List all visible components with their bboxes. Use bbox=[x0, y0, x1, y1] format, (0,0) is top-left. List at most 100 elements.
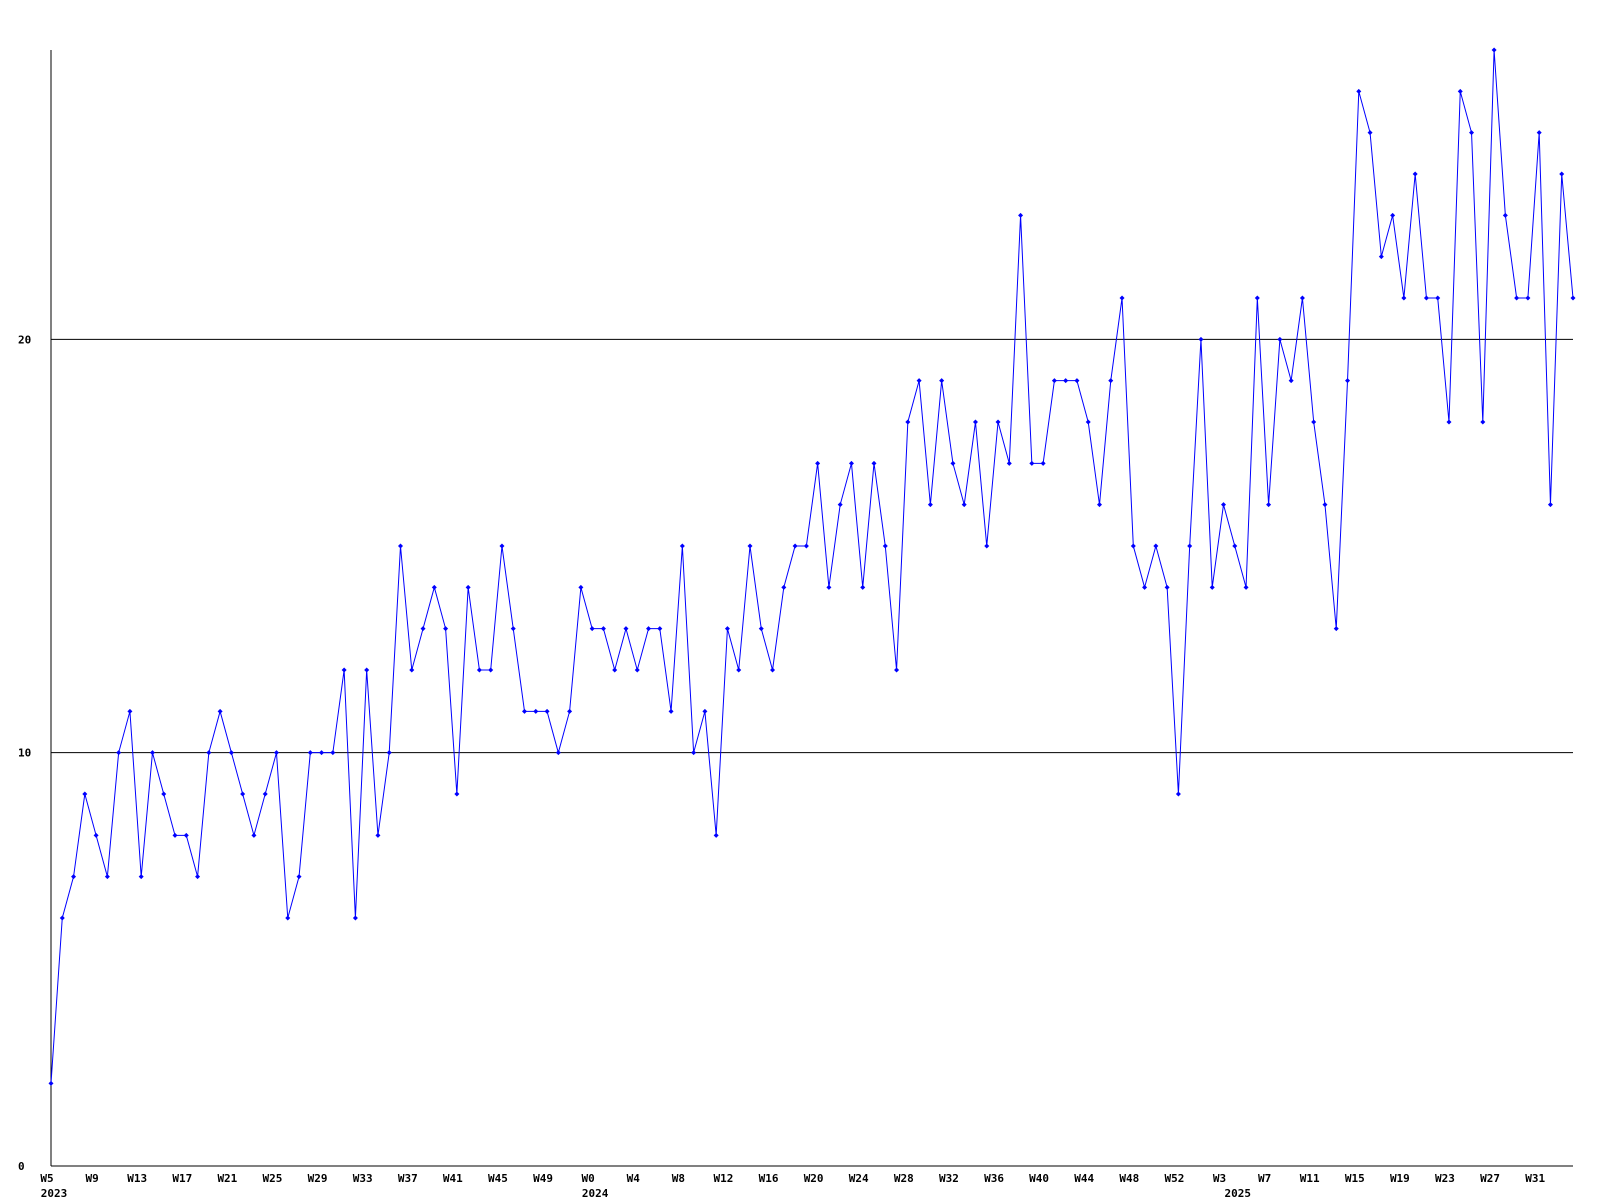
x-tick-label: W48 bbox=[1119, 1172, 1139, 1185]
data-point bbox=[330, 750, 336, 756]
data-point bbox=[803, 543, 809, 549]
data-point bbox=[397, 543, 403, 549]
data-point bbox=[1277, 336, 1283, 342]
data-point bbox=[206, 750, 212, 756]
data-point bbox=[1164, 584, 1170, 590]
data-point bbox=[454, 791, 460, 797]
data-point bbox=[1559, 171, 1565, 177]
data-point bbox=[273, 750, 279, 756]
data-point bbox=[1018, 212, 1024, 218]
data-point bbox=[161, 791, 167, 797]
x-tick-label: W19 bbox=[1390, 1172, 1410, 1185]
data-point bbox=[1401, 295, 1407, 301]
data-point bbox=[1288, 378, 1294, 384]
x-tick-label: W52 bbox=[1164, 1172, 1184, 1185]
data-point bbox=[386, 750, 392, 756]
data-point bbox=[555, 750, 561, 756]
x-tick-label: W31 bbox=[1525, 1172, 1545, 1185]
data-point bbox=[612, 667, 618, 673]
data-point bbox=[916, 378, 922, 384]
x-tick-label: W9 bbox=[85, 1172, 98, 1185]
data-point bbox=[1525, 295, 1531, 301]
data-point bbox=[48, 1080, 54, 1086]
data-point bbox=[1130, 543, 1136, 549]
data-point bbox=[240, 791, 246, 797]
data-point bbox=[1198, 336, 1204, 342]
data-point bbox=[1232, 543, 1238, 549]
data-point bbox=[634, 667, 640, 673]
data-point bbox=[668, 708, 674, 714]
data-point bbox=[1480, 419, 1486, 425]
data-point bbox=[172, 832, 178, 838]
x-tick-label: W44 bbox=[1074, 1172, 1094, 1185]
data-point bbox=[984, 543, 990, 549]
data-point bbox=[1322, 502, 1328, 508]
x-tick-label: W7 bbox=[1258, 1172, 1271, 1185]
data-point bbox=[1142, 584, 1148, 590]
data-point bbox=[1570, 295, 1576, 301]
data-point bbox=[1209, 584, 1215, 590]
data-point bbox=[826, 584, 832, 590]
data-point bbox=[352, 915, 358, 921]
data-point bbox=[93, 832, 99, 838]
data-point bbox=[1536, 130, 1542, 136]
data-point bbox=[837, 502, 843, 508]
data-point bbox=[770, 667, 776, 673]
data-point bbox=[1514, 295, 1520, 301]
data-point bbox=[1423, 295, 1429, 301]
data-point bbox=[420, 626, 426, 632]
data-point bbox=[815, 460, 821, 466]
data-point bbox=[1299, 295, 1305, 301]
data-point bbox=[1254, 295, 1260, 301]
data-point bbox=[1333, 626, 1339, 632]
data-point bbox=[149, 750, 155, 756]
data-point bbox=[1547, 502, 1553, 508]
data-point bbox=[1006, 460, 1012, 466]
data-point bbox=[860, 584, 866, 590]
data-point bbox=[544, 708, 550, 714]
data-point bbox=[319, 750, 325, 756]
data-point bbox=[71, 874, 77, 880]
data-point bbox=[927, 502, 933, 508]
data-point bbox=[623, 626, 629, 632]
data-point bbox=[499, 543, 505, 549]
data-point bbox=[228, 750, 234, 756]
x-tick-label: W20 bbox=[804, 1172, 824, 1185]
data-point bbox=[567, 708, 573, 714]
data-point bbox=[1345, 378, 1351, 384]
data-point bbox=[781, 584, 787, 590]
data-point bbox=[183, 832, 189, 838]
x-tick-label: W41 bbox=[443, 1172, 463, 1185]
data-point bbox=[713, 832, 719, 838]
data-point bbox=[138, 874, 144, 880]
data-point bbox=[995, 419, 1001, 425]
data-point bbox=[1096, 502, 1102, 508]
data-point bbox=[217, 708, 223, 714]
x-tick-label: W49 bbox=[533, 1172, 553, 1185]
x-tick-label: W0 bbox=[582, 1172, 595, 1185]
data-point bbox=[533, 708, 539, 714]
data-point bbox=[1378, 254, 1384, 260]
data-point bbox=[104, 874, 110, 880]
data-point bbox=[364, 667, 370, 673]
data-point bbox=[488, 667, 494, 673]
data-point bbox=[736, 667, 742, 673]
data-point bbox=[510, 626, 516, 632]
x-tick-label: W16 bbox=[759, 1172, 779, 1185]
data-point bbox=[1051, 378, 1057, 384]
data-point bbox=[443, 626, 449, 632]
data-point bbox=[1469, 130, 1475, 136]
data-point bbox=[1266, 502, 1272, 508]
x-tick-label: W17 bbox=[172, 1172, 192, 1185]
data-point bbox=[1243, 584, 1249, 590]
x-tick-label: W28 bbox=[894, 1172, 914, 1185]
data-point bbox=[894, 667, 900, 673]
data-point bbox=[1085, 419, 1091, 425]
x-tick-label: W33 bbox=[353, 1172, 373, 1185]
y-tick-label: 10 bbox=[18, 747, 31, 760]
data-point bbox=[1153, 543, 1159, 549]
x-tick-label: W45 bbox=[488, 1172, 508, 1185]
data-point bbox=[341, 667, 347, 673]
